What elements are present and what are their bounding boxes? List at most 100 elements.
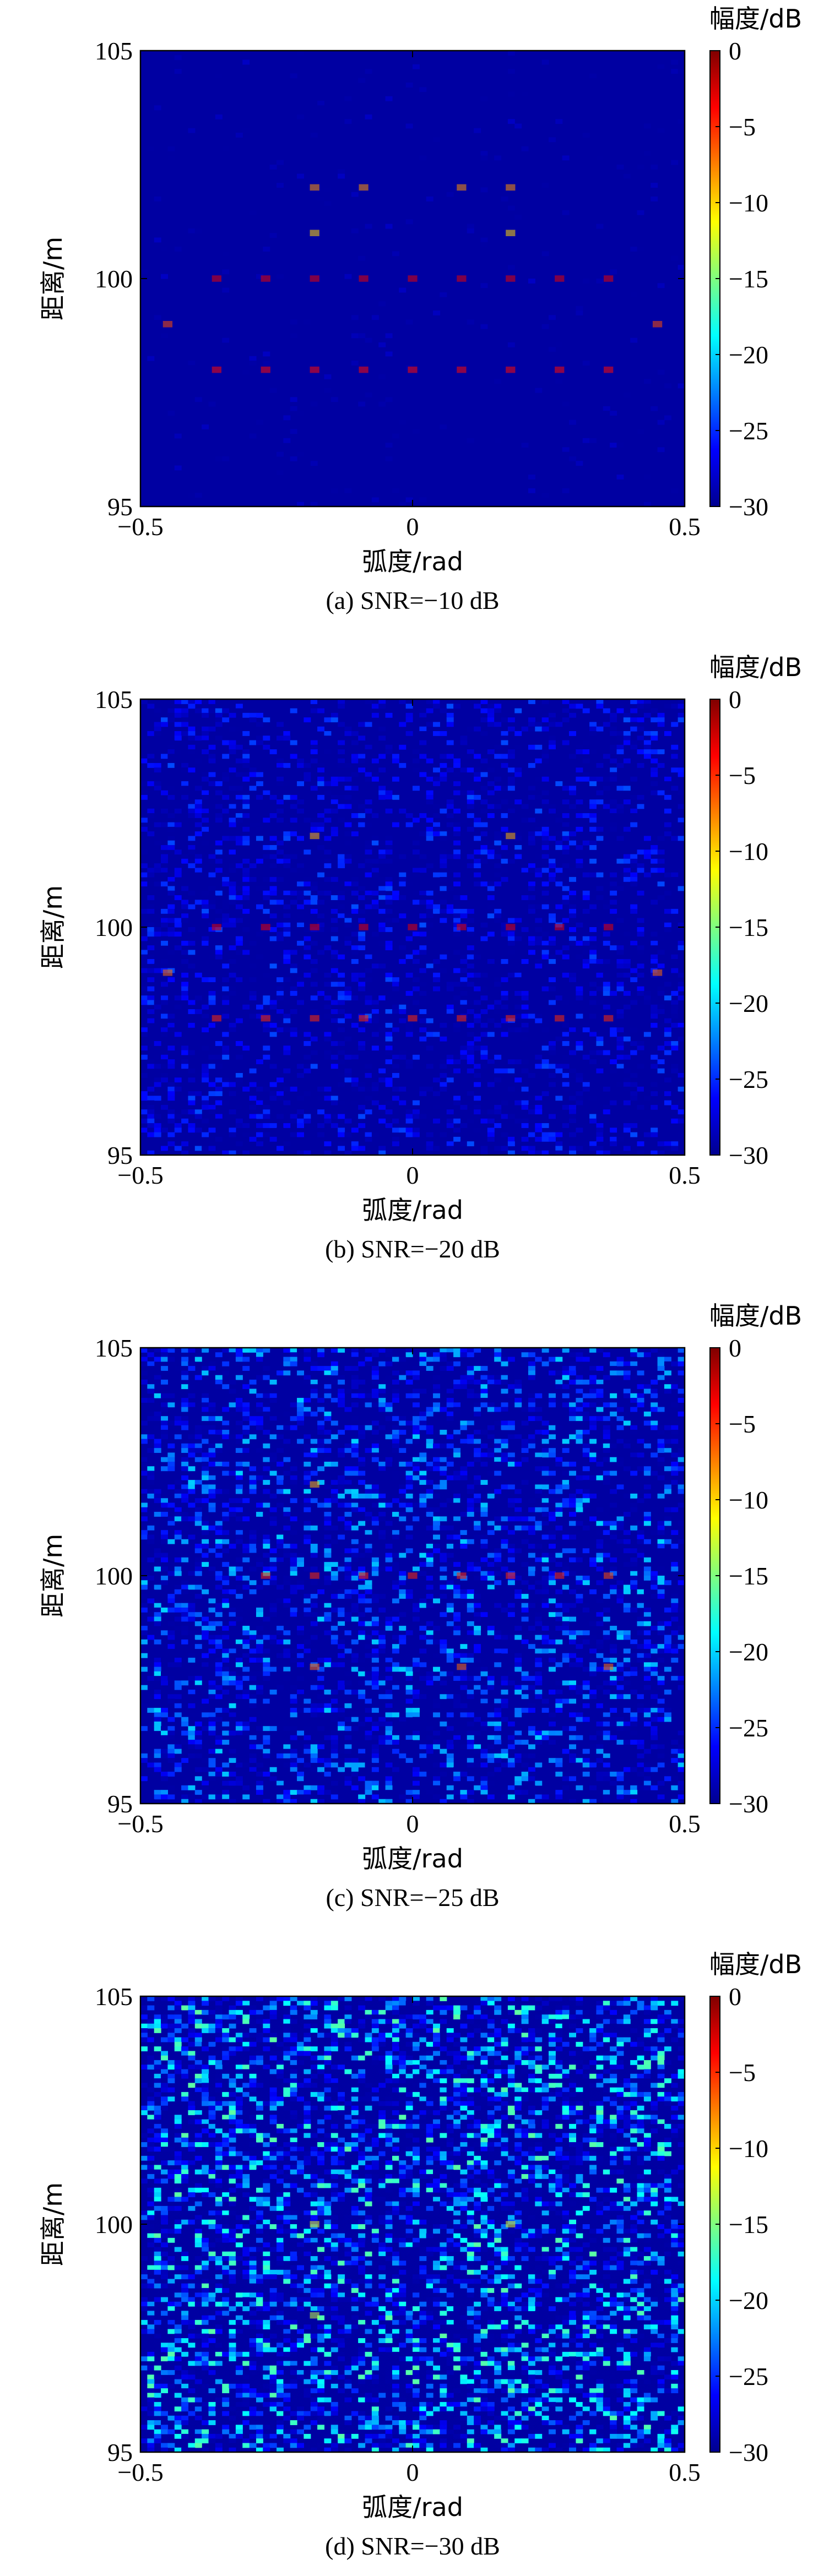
heatmap-cell: [610, 712, 617, 718]
heatmap-cell: [576, 1434, 583, 1440]
heatmap-cell: [263, 717, 270, 722]
heatmap-cell: [330, 1525, 338, 1531]
heatmap-cell: [678, 1521, 685, 1526]
y-tick-label: 95: [107, 1141, 133, 1169]
heatmap-cell: [378, 1434, 386, 1440]
heatmap-cell: [576, 826, 583, 832]
heatmap-cell: [344, 1471, 352, 1476]
heatmap-cell: [528, 488, 535, 493]
heatmap-cell: [194, 831, 202, 836]
heatmap-cell: [392, 1032, 399, 1037]
heatmap-cell: [507, 1384, 515, 1390]
heatmap-cell: [147, 1525, 155, 1531]
heatmap-cell: [194, 786, 202, 791]
heatmap-cell: [215, 954, 223, 960]
heatmap-cell: [310, 744, 318, 750]
heatmap-cell: [474, 1064, 481, 1069]
heatmap-cell: [507, 1136, 515, 1142]
heatmap-cell: [277, 1104, 284, 1110]
heatmap-cell: [154, 868, 161, 873]
heatmap-cell: [222, 904, 230, 910]
heatmap-cell: [161, 1407, 168, 1412]
heatmap-cell: [501, 799, 508, 805]
heatmap-cell: [303, 776, 311, 782]
heatmap-cell: [453, 1100, 461, 1105]
heatmap-cell: [358, 1584, 366, 1590]
heatmap-cell: [181, 731, 189, 736]
heatmap-cell: [413, 1434, 420, 1440]
heatmap-cell: [623, 740, 631, 745]
heatmap-cell: [643, 854, 651, 859]
heatmap-cell: [474, 1452, 481, 1458]
heatmap-cell: [154, 1507, 161, 1512]
heatmap-cell: [446, 1534, 454, 1540]
heatmap-cell: [426, 900, 433, 905]
heatmap-cell: [256, 443, 263, 448]
heatmap-cell: [242, 758, 250, 764]
heatmap-cell: [181, 1118, 189, 1124]
heatmap-cell: [562, 886, 570, 891]
heatmap-cell: [643, 1054, 651, 1060]
heatmap-cell: [405, 1502, 413, 1508]
heatmap-noise: [140, 51, 685, 507]
heatmap-cell: [480, 986, 488, 992]
heatmap-cell: [596, 1398, 604, 1403]
heatmap-cell: [242, 1425, 250, 1430]
panel-caption: (b) SNR=−20 dB: [325, 1235, 500, 1263]
heatmap-cell: [249, 1014, 257, 1019]
heatmap-cell: [507, 1452, 515, 1458]
heatmap-cell: [161, 1077, 168, 1083]
heatmap-cell: [365, 995, 372, 1001]
heatmap-cell: [222, 995, 230, 1001]
heatmap-cell: [365, 840, 372, 846]
heatmap-cell: [242, 826, 250, 832]
heatmap-cell: [535, 1493, 543, 1499]
heatmap-cell: [330, 397, 338, 402]
heatmap-cell: [576, 1100, 583, 1105]
heatmap-cell: [351, 1452, 359, 1458]
heatmap-cell: [317, 845, 325, 850]
heatmap-cell: [637, 1548, 644, 1554]
heatmap-cell: [453, 1598, 461, 1604]
heatmap-cell: [181, 1357, 189, 1362]
heatmap-cell: [480, 1146, 488, 1151]
heatmap-cell: [365, 744, 372, 750]
heatmap-cell: [480, 1571, 488, 1576]
heatmap-cell: [657, 1009, 665, 1014]
heatmap-cell: [433, 1393, 440, 1398]
heatmap-cell: [324, 1009, 332, 1014]
heatmap-cell: [222, 1580, 230, 1586]
heatmap-cell: [555, 1462, 563, 1467]
heatmap-cell: [229, 1598, 236, 1604]
heatmap-cell: [589, 1420, 597, 1426]
heatmap-cell: [194, 1571, 202, 1576]
heatmap-cell: [310, 1471, 318, 1476]
heatmap-cell: [167, 1525, 175, 1531]
heatmap-cell: [474, 1507, 481, 1512]
heatmap-cell: [637, 165, 644, 170]
heatmap-cell: [521, 1123, 529, 1128]
heatmap-cell: [657, 1361, 665, 1366]
heatmap-cell: [385, 87, 393, 92]
heatmap-cell: [419, 1571, 427, 1576]
heatmap-cell: [303, 1480, 311, 1485]
heatmap-cell: [229, 740, 236, 745]
heatmap-cell: [528, 1109, 535, 1115]
heatmap-cell: [269, 863, 277, 868]
heatmap-cell: [651, 1379, 658, 1385]
target-peak: [261, 924, 270, 930]
heatmap-cell: [154, 1041, 161, 1046]
heatmap-cell: [283, 1471, 291, 1476]
heatmap-cell: [535, 831, 543, 836]
heatmap-cell: [242, 1498, 250, 1504]
heatmap-cell: [487, 1407, 495, 1412]
heatmap-cell: [167, 908, 175, 914]
heatmap-cell: [188, 1434, 196, 1440]
heatmap-cell: [603, 1553, 610, 1558]
heatmap-cell: [405, 704, 413, 709]
heatmap-cell: [589, 1548, 597, 1554]
heatmap-cell: [249, 356, 257, 361]
heatmap-cell: [487, 854, 495, 859]
heatmap-cell: [467, 1091, 474, 1096]
heatmap-cell: [344, 1150, 352, 1156]
